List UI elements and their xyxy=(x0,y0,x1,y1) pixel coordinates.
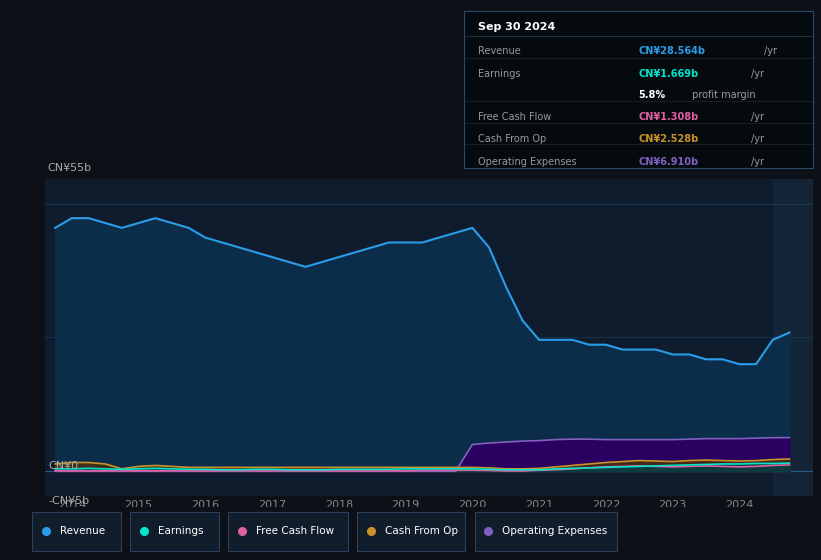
Text: /yr: /yr xyxy=(764,46,777,55)
FancyBboxPatch shape xyxy=(32,512,122,550)
Text: Cash From Op: Cash From Op xyxy=(385,526,458,535)
Bar xyxy=(773,179,813,496)
Text: CN¥28.564b: CN¥28.564b xyxy=(639,46,705,55)
Text: Free Cash Flow: Free Cash Flow xyxy=(256,526,334,535)
Text: /yr: /yr xyxy=(751,133,764,143)
Text: /yr: /yr xyxy=(751,69,764,79)
FancyBboxPatch shape xyxy=(475,512,617,550)
Text: /yr: /yr xyxy=(751,111,764,122)
Text: Operating Expenses: Operating Expenses xyxy=(478,157,576,167)
Text: CN¥2.528b: CN¥2.528b xyxy=(639,133,699,143)
Text: CN¥6.910b: CN¥6.910b xyxy=(639,157,699,167)
FancyBboxPatch shape xyxy=(228,512,348,550)
Text: CN¥1.308b: CN¥1.308b xyxy=(639,111,699,122)
Text: Revenue: Revenue xyxy=(478,46,521,55)
Text: Cash From Op: Cash From Op xyxy=(478,133,546,143)
Text: Sep 30 2024: Sep 30 2024 xyxy=(478,22,555,32)
Text: CN¥55b: CN¥55b xyxy=(48,163,92,173)
FancyBboxPatch shape xyxy=(131,512,219,550)
Text: 5.8%: 5.8% xyxy=(639,90,666,100)
Text: /yr: /yr xyxy=(751,157,764,167)
Text: Earnings: Earnings xyxy=(478,69,521,79)
Text: Revenue: Revenue xyxy=(60,526,105,535)
Text: CN¥1.669b: CN¥1.669b xyxy=(639,69,699,79)
Text: Operating Expenses: Operating Expenses xyxy=(502,526,608,535)
Text: Free Cash Flow: Free Cash Flow xyxy=(478,111,551,122)
Text: -CN¥5b: -CN¥5b xyxy=(48,496,89,506)
FancyBboxPatch shape xyxy=(357,512,466,550)
Text: Earnings: Earnings xyxy=(158,526,204,535)
Text: profit margin: profit margin xyxy=(689,90,755,100)
Text: CN¥0: CN¥0 xyxy=(48,461,79,472)
